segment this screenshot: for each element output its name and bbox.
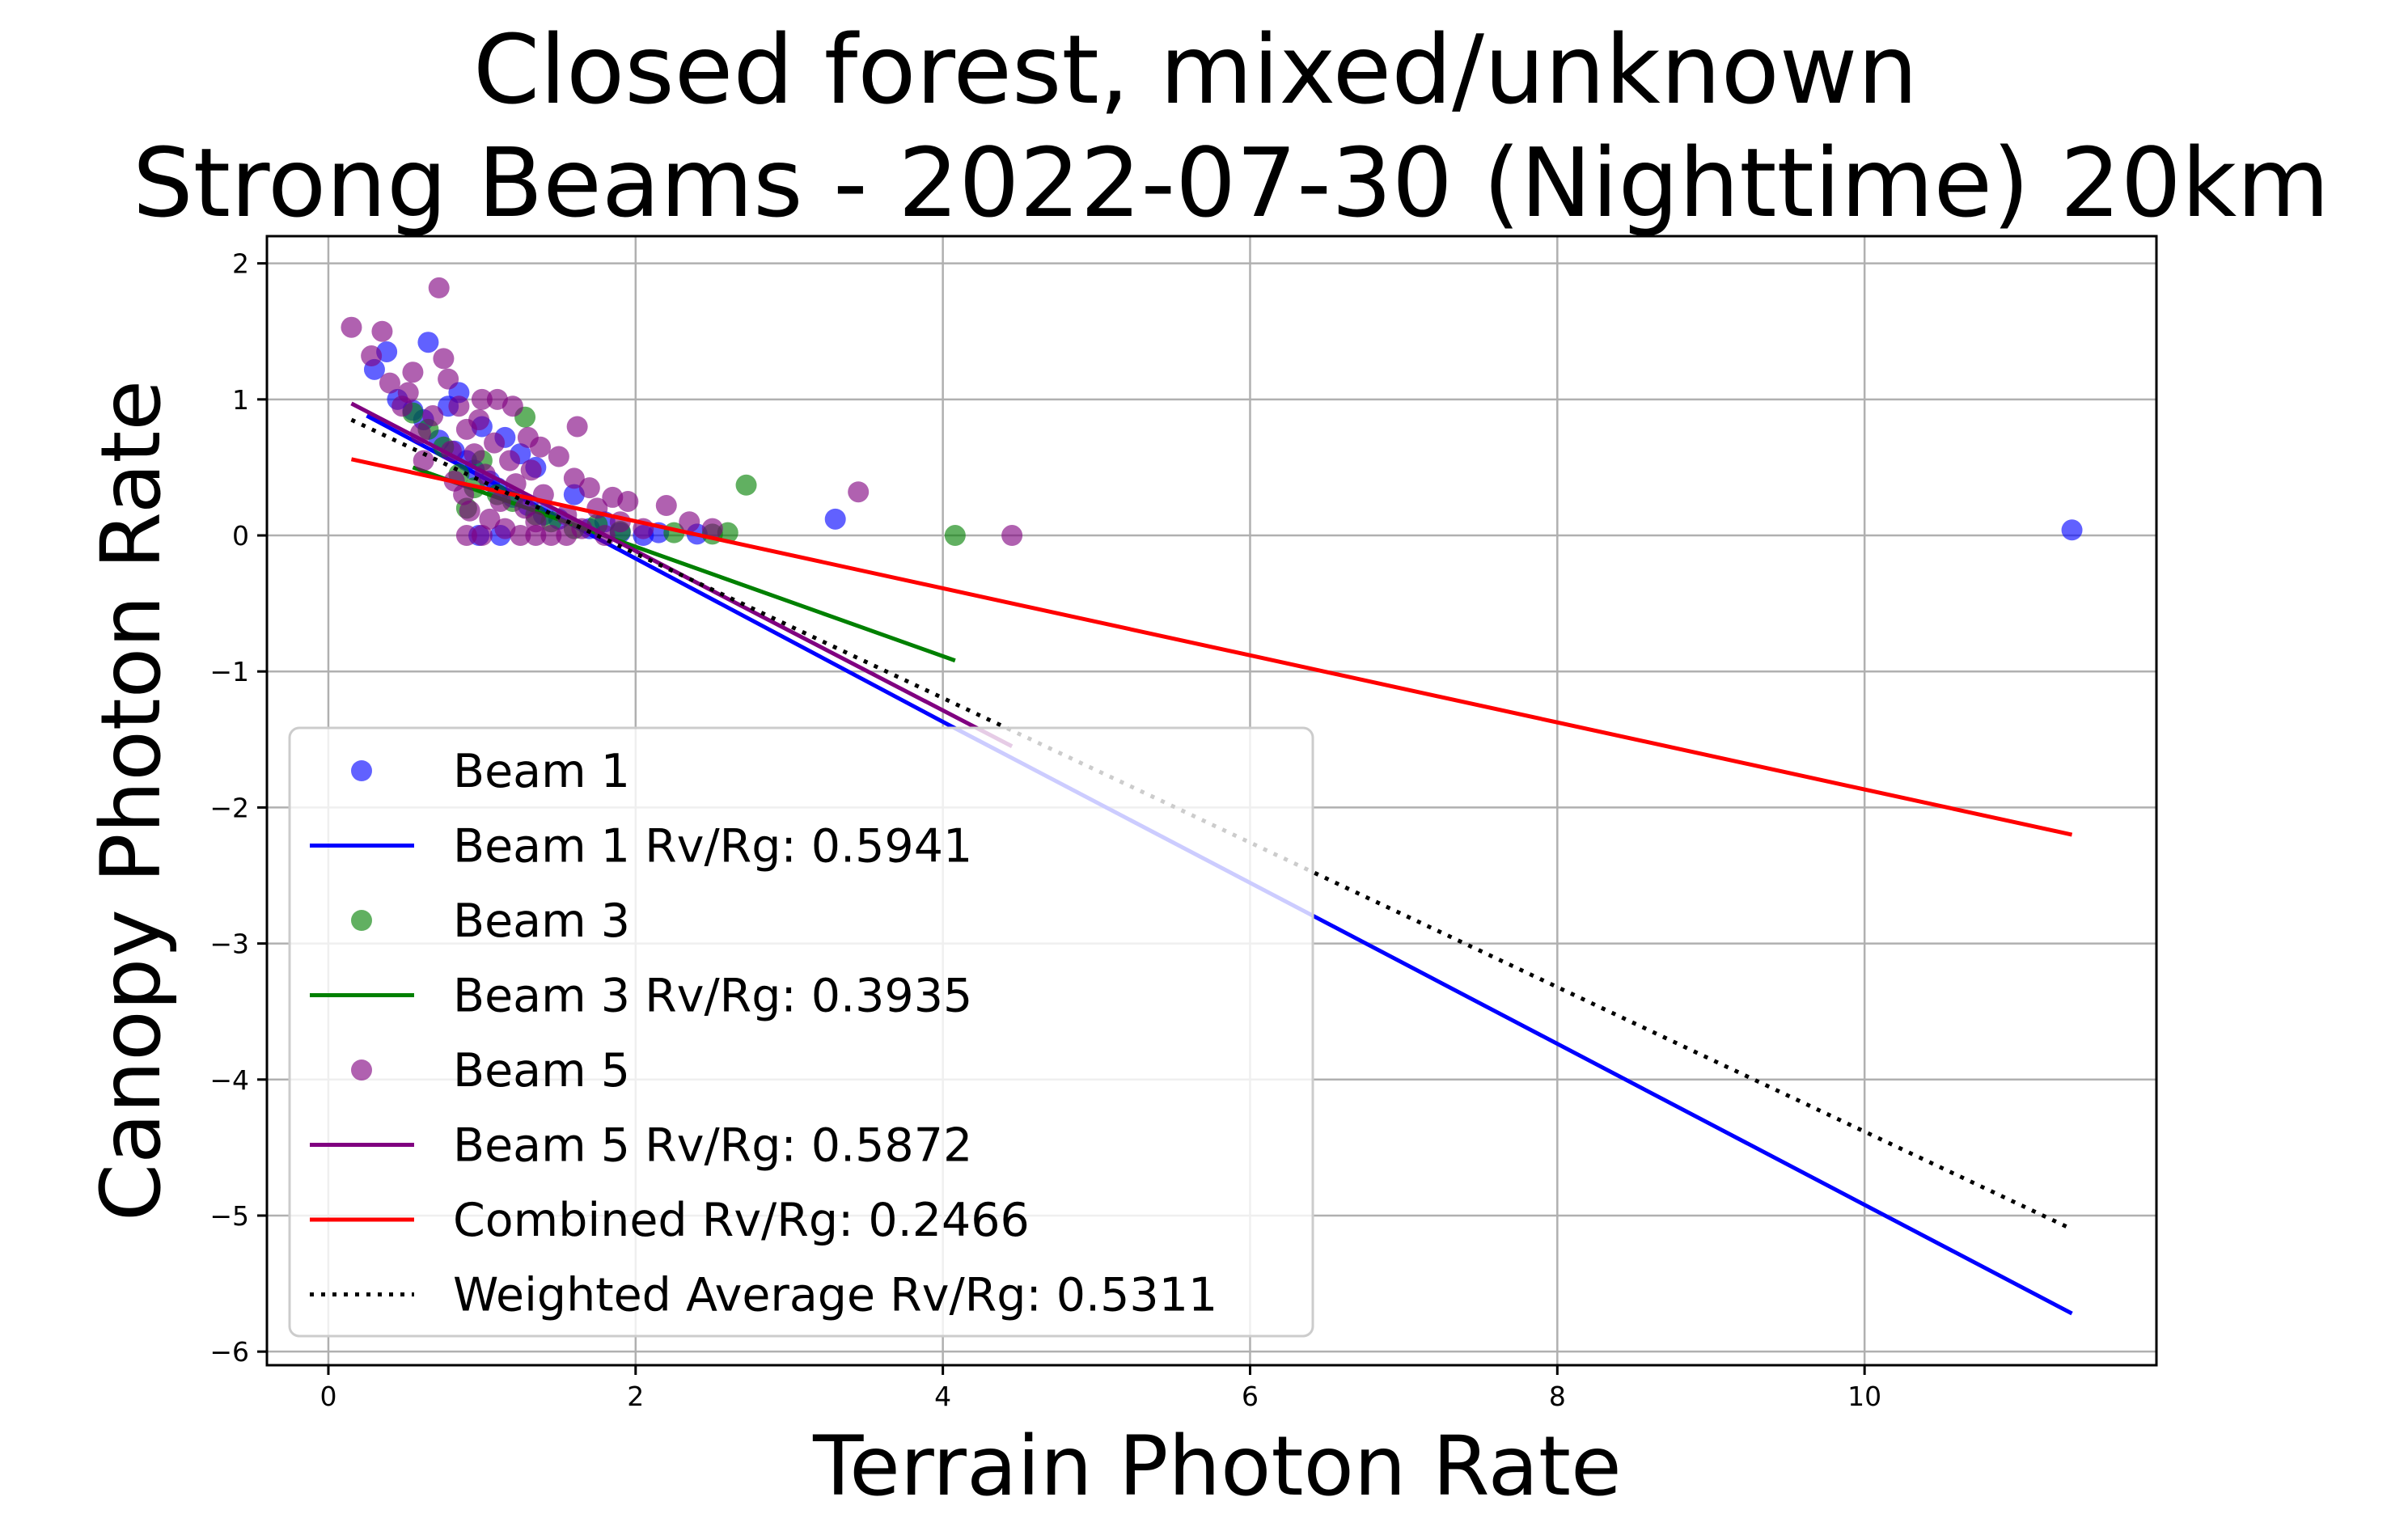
legend-entry-label: Beam 1 Rv/Rg: 0.5941 <box>453 820 972 873</box>
x-axis-label: Terrain Photon Rate <box>812 1419 1622 1515</box>
x-tick-label: 6 <box>1242 1381 1259 1412</box>
x-tick-label: 8 <box>1549 1381 1566 1412</box>
scatter-point <box>422 405 444 427</box>
legend-entry-label: Beam 3 Rv/Rg: 0.3935 <box>453 970 972 1023</box>
chart-title-line-2: Strong Beams - 2022-07-30 (Nighttime) 20… <box>133 127 2330 239</box>
scatter-point <box>540 525 562 547</box>
scatter-point <box>448 395 470 417</box>
legend-entry-label: Beam 5 Rv/Rg: 0.5872 <box>453 1119 972 1173</box>
legend-box <box>288 726 1314 1338</box>
scatter-point <box>548 446 569 467</box>
scatter-point <box>944 525 966 547</box>
scatter-point <box>402 362 424 383</box>
y-tick-label: 2 <box>232 248 249 280</box>
scatter-point <box>413 450 434 472</box>
scatter-point <box>489 490 511 512</box>
x-tick-label: 0 <box>320 1381 336 1412</box>
scatter-point <box>438 368 459 390</box>
legend-marker <box>351 910 372 931</box>
scatter-point <box>510 525 531 547</box>
scatter-point <box>556 525 578 547</box>
scatter-point <box>824 508 846 530</box>
series-line <box>350 457 2073 837</box>
scatter-point <box>525 525 547 547</box>
y-tick-label: −6 <box>209 1336 249 1368</box>
scatter-point <box>520 459 542 481</box>
axes: 0 2 4 6 8 10 −6 −5 −4 −3 −2 −1 0 1 2 <box>209 235 2158 1412</box>
scatter-point <box>471 388 493 410</box>
scatter-point <box>701 518 723 539</box>
x-tick-label: 4 <box>934 1381 951 1412</box>
y-tick-label: 0 <box>232 520 249 552</box>
legend-marker <box>351 1059 372 1081</box>
scatter-point <box>735 474 757 496</box>
scatter-point <box>679 511 700 533</box>
scatter-point <box>848 481 870 503</box>
scatter-point <box>361 345 383 367</box>
scatter-point <box>463 443 485 465</box>
y-tick-label: −1 <box>209 656 249 687</box>
legend-marker <box>351 760 372 781</box>
scatter-point <box>417 332 439 353</box>
scatter-point <box>505 473 527 495</box>
x-tick-label: 10 <box>1847 1381 1881 1412</box>
scatter-point <box>479 508 501 530</box>
scatter-point <box>2061 519 2083 541</box>
legend-entry-label: Beam 3 <box>453 894 630 948</box>
scatter-point <box>530 436 552 458</box>
scatter-point <box>617 490 639 512</box>
scatter-point <box>459 500 480 522</box>
scatter-point <box>501 395 523 417</box>
legend-entry-label: Weighted Average Rv/Rg: 0.5311 <box>453 1269 1217 1322</box>
y-tick-label: 1 <box>232 384 249 416</box>
scatter-point <box>433 348 455 370</box>
legend-entry-label: Beam 5 <box>453 1044 630 1097</box>
plot-series <box>341 277 2083 1316</box>
chart-title-line-1: Closed forest, mixed/unknown <box>473 14 1918 125</box>
scatter-point <box>341 316 362 338</box>
scatter-point <box>563 467 585 489</box>
y-tick-label: −2 <box>209 792 249 823</box>
scatter-point <box>371 320 393 342</box>
scatter-point <box>379 372 400 394</box>
scatter-point <box>453 484 475 505</box>
scatter-point <box>428 277 450 298</box>
x-tick-label: 2 <box>627 1381 644 1412</box>
scatter-point <box>471 525 493 547</box>
scatter-point <box>1001 525 1023 547</box>
scatter-point <box>566 416 588 438</box>
y-tick-label: −4 <box>209 1064 249 1096</box>
scatter-point <box>468 409 490 431</box>
y-axis-label: Canopy Photon Rate <box>83 380 180 1221</box>
legend: Beam 1 Beam 1 Rv/Rg: 0.5941 Beam 3 Beam 3 R… <box>288 726 1314 1338</box>
scatter-point <box>397 382 419 404</box>
scatter-point <box>578 477 600 499</box>
scatter-point <box>484 432 506 454</box>
scatter-point <box>499 450 521 472</box>
y-tick-label: −3 <box>209 928 249 960</box>
plot-frame <box>265 235 2158 1367</box>
legend-entry-label: Combined Rv/Rg: 0.2466 <box>453 1194 1030 1247</box>
scatter-point <box>655 495 677 517</box>
scatter-point <box>455 525 477 547</box>
y-tick-label: −5 <box>209 1200 249 1232</box>
legend-entry-label: Beam 1 <box>453 745 630 798</box>
